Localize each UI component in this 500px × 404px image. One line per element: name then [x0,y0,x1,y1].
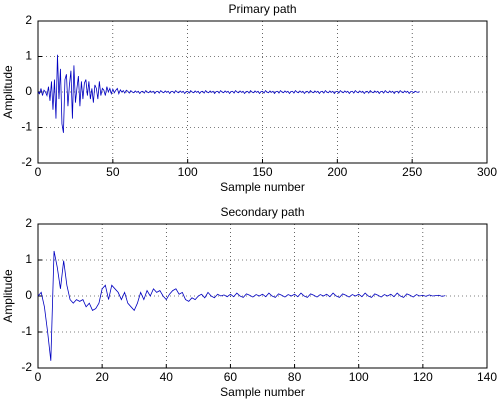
x-tick-label: 200 [327,165,347,179]
x-tick-label: 0 [35,370,42,384]
y-tick-label: -1 [21,324,32,338]
x-tick-label: 60 [224,370,238,384]
x-tick-label: 250 [402,165,422,179]
x-tick-label: 100 [178,165,198,179]
x-tick-label: 300 [477,165,497,179]
y-tick-label: 1 [25,49,32,63]
x-tick-label: 100 [349,370,369,384]
data-line [37,54,420,133]
x-tick-label: 140 [477,370,497,384]
x-tick-label: 120 [413,370,433,384]
y-tick-label: 1 [25,252,32,266]
x-tick-label: 20 [95,370,109,384]
y-tick-label: 0 [25,288,32,302]
y-axis-label: Amplitude [1,269,15,323]
y-axis-label: Amplitude [1,65,15,119]
x-axis-label: Sample number [220,385,305,399]
x-tick-label: 0 [35,165,42,179]
y-tick-label: -1 [21,120,32,134]
y-tick-label: 2 [25,216,32,230]
y-tick-label: -2 [21,360,32,374]
x-tick-label: 80 [288,370,302,384]
y-tick-label: 2 [25,13,32,27]
x-tick-label: 150 [252,165,272,179]
data-line [37,250,446,361]
y-tick-label: 0 [25,84,32,98]
x-tick-label: 40 [160,370,174,384]
x-axis-label: Sample number [220,180,305,194]
x-tick-label: 50 [106,165,120,179]
y-tick-label: -2 [21,155,32,169]
chart-title: Secondary path [220,205,304,219]
chart-title: Primary path [228,2,296,16]
